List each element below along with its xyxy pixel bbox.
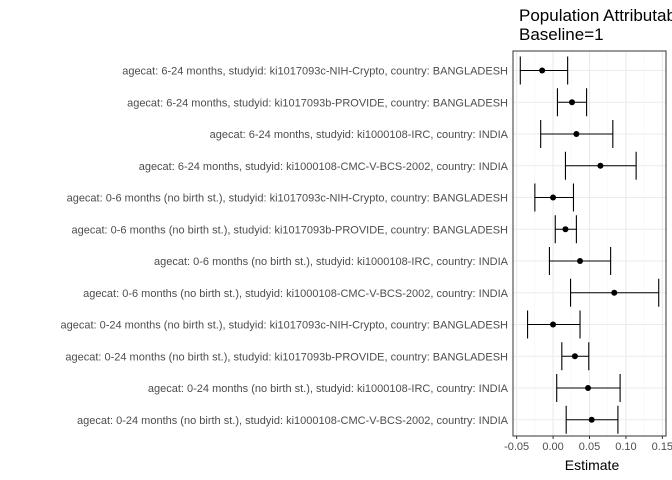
category-label: agecat: 0-6 months (no birth st.), study… — [83, 288, 509, 300]
point-estimate — [569, 99, 576, 106]
panel-border — [512, 50, 667, 437]
grid — [513, 51, 666, 436]
category-label: agecat: 0-24 months (no birth st.), stud… — [77, 415, 509, 427]
category-label: agecat: 0-24 months (no birth st.), stud… — [65, 351, 508, 363]
point-estimate — [577, 258, 584, 264]
category-label: agecat: 0-24 months (no birth st.), stud… — [60, 320, 508, 332]
chart-title-line-1: Population Attributable — [519, 6, 672, 25]
category-label: agecat: 0-6 months (no birth st.), study… — [154, 256, 509, 268]
x-axis-title: Estimate — [565, 457, 620, 473]
category-labels: agecat: 6-24 months, studyid: ki1017093c… — [60, 66, 508, 427]
point-estimate — [588, 416, 595, 423]
point-estimate — [550, 321, 557, 328]
point-estimate — [585, 385, 592, 391]
point-estimate — [571, 353, 578, 360]
category-label: agecat: 0-24 months (no birth st.), stud… — [148, 383, 509, 395]
point-estimate — [573, 131, 580, 137]
point-estimate — [611, 289, 618, 296]
category-label: agecat: 6-24 months, studyid: ki1000108-… — [210, 129, 509, 141]
x-tick-label: 0.00 — [542, 441, 563, 453]
x-tick-label: -0.05 — [504, 441, 529, 453]
category-label: agecat: 6-24 months, studyid: ki1017093b… — [127, 97, 508, 109]
point-estimate — [562, 226, 569, 233]
category-label: agecat: 0-6 months (no birth st.), study… — [71, 224, 508, 236]
chart-title-line-2: Baseline=1 — [519, 25, 604, 44]
point-estimate — [550, 194, 557, 201]
estimates — [519, 56, 660, 434]
point-estimate — [539, 67, 546, 74]
category-label: agecat: 6-24 months, studyid: ki1017093c… — [122, 66, 508, 78]
x-tick-label: 0.15 — [652, 441, 672, 453]
x-tick-label: 0.05 — [579, 441, 600, 453]
x-tick-label: 0.10 — [615, 441, 636, 453]
category-label: agecat: 0-6 months (no birth st.), study… — [67, 193, 508, 205]
point-estimate — [597, 162, 604, 169]
x-axis-ticks: -0.05 0.00 0.05 0.10 0.15 — [504, 436, 672, 453]
category-label: agecat: 6-24 months, studyid: ki1000108-… — [139, 161, 509, 173]
